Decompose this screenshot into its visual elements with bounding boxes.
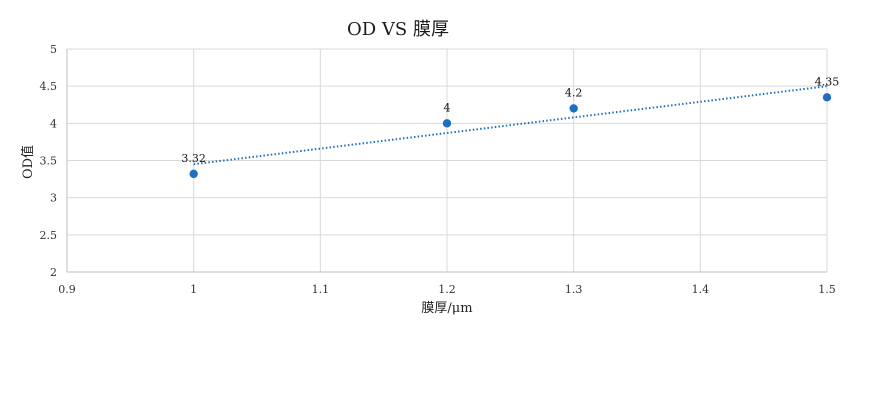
y-axis-label: OD值 — [20, 145, 36, 179]
x-tick-label: 1 — [190, 283, 197, 296]
x-tick-label: 1.2 — [438, 283, 456, 296]
data-label: 4.35 — [815, 75, 840, 88]
y-tick-label: 3.5 — [40, 155, 58, 168]
x-axis-label: 膜厚/μm — [421, 301, 472, 316]
data-point — [822, 93, 832, 102]
data-point — [189, 169, 198, 179]
x-tick-label: 1.5 — [818, 283, 836, 296]
tick-labels: 2 2.5 3 3.5 4 4.5 5 0.9 1 1.1 1.2 1.3 1.4 1.5 — [40, 43, 836, 296]
y-tick-label: 5 — [50, 43, 57, 56]
trendline — [193, 85, 828, 166]
y-tick-label: 2 — [50, 266, 57, 279]
data-point — [569, 104, 578, 113]
data-label: 3.32 — [181, 152, 206, 165]
data-point — [442, 119, 452, 128]
trendline-line — [193, 85, 828, 166]
x-tick-label: 1.4 — [692, 283, 710, 296]
y-tick-label: 4.5 — [40, 80, 58, 93]
x-tick-label: 0.9 — [58, 283, 76, 296]
data-points — [189, 93, 832, 179]
x-tick-label: 1.3 — [565, 283, 583, 296]
axes — [66, 49, 827, 273]
data-label: 4 — [444, 101, 451, 114]
chart-title: OD VS 膜厚 — [347, 19, 449, 40]
y-tick-label: 3 — [50, 192, 57, 205]
data-labels: 3.32 4 4.2 4.35 — [181, 75, 839, 165]
y-tick-label: 4 — [50, 117, 57, 130]
y-tick-label: 2.5 — [40, 229, 58, 242]
x-tick-label: 1.1 — [312, 283, 330, 296]
data-label: 4.2 — [565, 86, 583, 99]
